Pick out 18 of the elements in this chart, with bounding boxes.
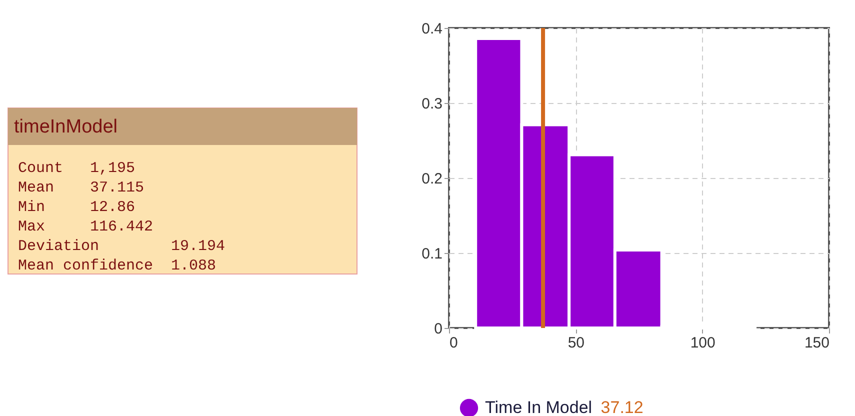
ref-line-label: 37.12 <box>600 398 644 416</box>
x-tick-label: 0 <box>450 334 458 352</box>
text: Mean confidence 1.088 <box>18 257 216 274</box>
x-tick-label: 100 <box>690 334 716 352</box>
y-tick-label: 0 <box>434 320 442 338</box>
x-tick-label: 150 <box>804 334 830 352</box>
y-tick-label: 0.3 <box>422 96 442 112</box>
legend-label: Time In Model <box>485 398 592 416</box>
y-tick-label: 0.4 <box>422 20 442 38</box>
text: Max 116.442 <box>18 218 154 236</box>
y-tick-label: 0.1 <box>422 246 442 262</box>
text: Mean 37.115 <box>18 179 144 196</box>
text: Min 12.86 <box>18 198 136 216</box>
x-tick-label: 50 <box>568 334 585 352</box>
text: timeInModel <box>14 116 118 138</box>
y-tick-label: 0.2 <box>422 170 442 188</box>
text: Deviation 19.194 <box>18 238 226 255</box>
text: Count 1,195 <box>18 160 136 177</box>
